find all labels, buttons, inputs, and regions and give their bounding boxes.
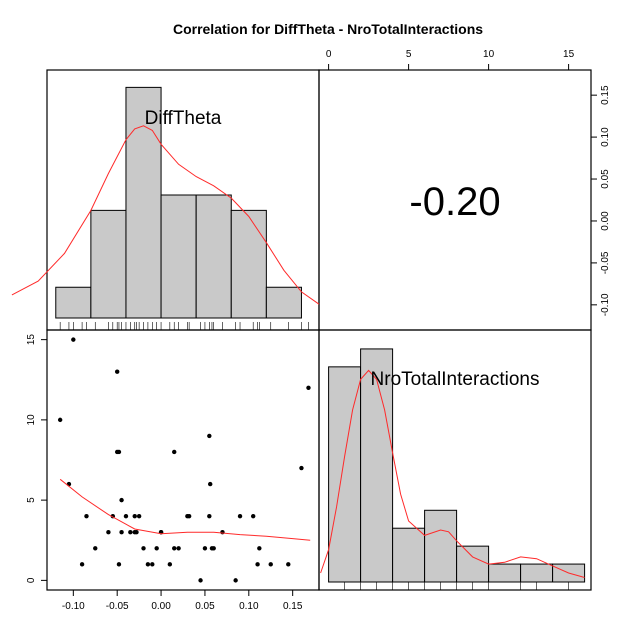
scatter-point <box>119 497 124 503</box>
right-axis-label: 0.10 <box>600 127 611 147</box>
scatter-point <box>202 546 208 551</box>
hist-bar-nrototal <box>328 366 362 583</box>
density-curve-nrototal <box>320 369 585 578</box>
panel-frame-3 <box>318 329 592 591</box>
chart-title: Correlation for DiffTheta - NroTotalInte… <box>173 21 483 37</box>
top-axis-label: 0 <box>326 49 332 60</box>
bottom-axis-label: 0.05 <box>195 601 215 612</box>
scatter-point <box>167 562 173 567</box>
hist-bar-nrototal <box>520 563 554 583</box>
scatter-point <box>79 562 85 567</box>
bottom-axis-label: 0.00 <box>151 601 171 612</box>
right-axis-label: -0.05 <box>600 251 611 274</box>
top-axis-label: 15 <box>563 49 575 60</box>
scatter-point <box>198 578 203 583</box>
scatter-point <box>128 530 133 535</box>
left-axis-label: 5 <box>26 497 37 503</box>
scatter-point <box>257 546 262 551</box>
scatter-point <box>186 513 192 519</box>
scatter-point <box>211 546 216 551</box>
hist-bar-nrototal <box>488 563 522 583</box>
right-axis-label: 0.05 <box>600 169 611 189</box>
scatter-point <box>145 562 151 567</box>
right-axis-label: -0.10 <box>600 293 611 316</box>
smooth-curve-scatter <box>59 478 311 541</box>
hist-bar-nrototal <box>424 509 458 583</box>
marks-layer <box>11 86 586 590</box>
var-label-nrototal: NroTotalInteractions <box>371 369 540 390</box>
top-axis-label: 10 <box>483 49 495 60</box>
scatter-point <box>233 578 238 583</box>
scatter-point <box>306 385 311 390</box>
hist-bar-difftheta <box>265 286 302 319</box>
scatter-point <box>286 562 291 567</box>
scatter-point <box>250 513 256 519</box>
scatter-point <box>71 337 76 342</box>
left-axis-label: 15 <box>26 334 37 346</box>
scatter-point <box>255 562 260 567</box>
correlation-value: -0.20 <box>409 180 500 224</box>
scatter-point <box>172 546 177 551</box>
hist-bar-nrototal <box>456 545 490 583</box>
density-curve-difftheta <box>11 125 320 305</box>
scatter-point <box>154 546 159 551</box>
scatter-point <box>116 449 122 455</box>
bottom-axis-label: -0.10 <box>62 601 85 612</box>
scatter-point <box>57 417 63 423</box>
right-axis-label: 0.00 <box>600 211 611 231</box>
left-axis-label: 10 <box>26 414 37 426</box>
scatter-point <box>84 513 89 519</box>
bottom-axis-label: 0.10 <box>239 601 259 612</box>
scatter-point <box>207 433 212 439</box>
panel-layer <box>46 69 592 591</box>
scatter-point <box>268 562 273 567</box>
hist-bar-difftheta <box>160 194 197 319</box>
scatter-point <box>132 513 137 519</box>
scatter-point <box>114 369 120 374</box>
scatter-point <box>299 465 304 471</box>
scatter-point <box>237 513 243 519</box>
hist-bar-difftheta <box>90 209 127 319</box>
hist-bar-difftheta <box>230 209 267 319</box>
scatter-point <box>116 562 122 567</box>
scatter-point <box>106 530 111 535</box>
scatter-point <box>220 530 225 535</box>
scatter-point <box>207 513 212 519</box>
var-label-difftheta: DiffTheta <box>145 108 222 129</box>
scatter-point <box>136 513 142 519</box>
axes-layer: 0 5 10 15 -0.10 -0.05 0.00 0.05 0.10 0.15 -0.10 -0.… <box>26 49 611 612</box>
top-axis-label: 5 <box>406 49 412 60</box>
scatter-point <box>123 513 129 519</box>
panel-frame-2 <box>46 329 320 591</box>
hist-bar-difftheta <box>55 286 92 319</box>
left-axis-label: 0 <box>26 577 37 583</box>
right-axis-label: 0.15 <box>600 85 611 105</box>
scatter-point <box>119 530 124 535</box>
scatter-point <box>208 481 213 487</box>
bottom-axis-label: -0.05 <box>106 601 129 612</box>
hist-bar-difftheta <box>195 194 232 319</box>
scatter-point <box>150 562 155 567</box>
scatter-point <box>141 546 146 551</box>
scatter-point <box>172 449 177 455</box>
bottom-axis-label: 0.15 <box>283 601 303 612</box>
scatter-point <box>176 546 181 551</box>
scatter-point <box>93 546 98 551</box>
hist-bar-nrototal <box>392 527 426 583</box>
scatter-point <box>134 530 139 535</box>
